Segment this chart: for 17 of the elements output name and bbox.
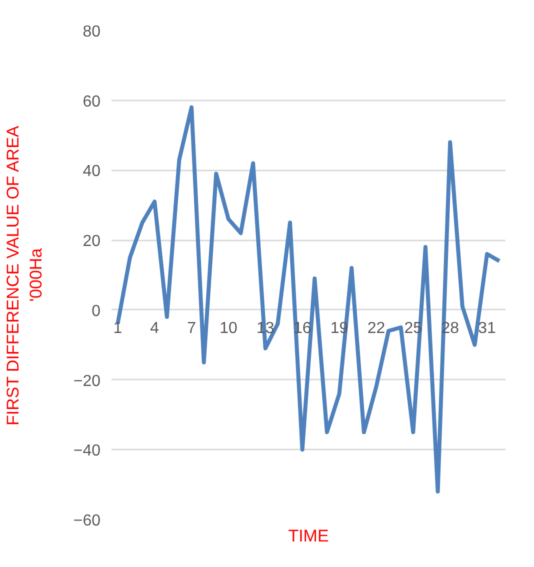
y-axis-title: FIRST DIFFERENCE VALUE OF AREA '000Ha <box>4 125 46 426</box>
y-tick-label: −40 <box>73 442 101 460</box>
y-tick-label: 40 <box>82 163 101 180</box>
x-tick-label: 4 <box>150 320 160 337</box>
y-tick-label: 80 <box>82 24 101 40</box>
y-tick-label: 0 <box>92 302 101 320</box>
y-tick-label: −20 <box>73 372 101 390</box>
y-tick-label: 20 <box>82 233 101 250</box>
x-tick-label: 1 <box>113 320 122 337</box>
y-tick-label: −60 <box>73 512 101 530</box>
x-axis-title: TIME <box>288 526 329 546</box>
x-tick-label: 22 <box>367 320 386 337</box>
line-series <box>116 105 502 494</box>
x-tick-label: 7 <box>187 320 196 337</box>
x-tick-label: 31 <box>478 320 496 337</box>
x-tick-label: 10 <box>220 320 238 337</box>
y-tick-label: 60 <box>82 93 101 110</box>
